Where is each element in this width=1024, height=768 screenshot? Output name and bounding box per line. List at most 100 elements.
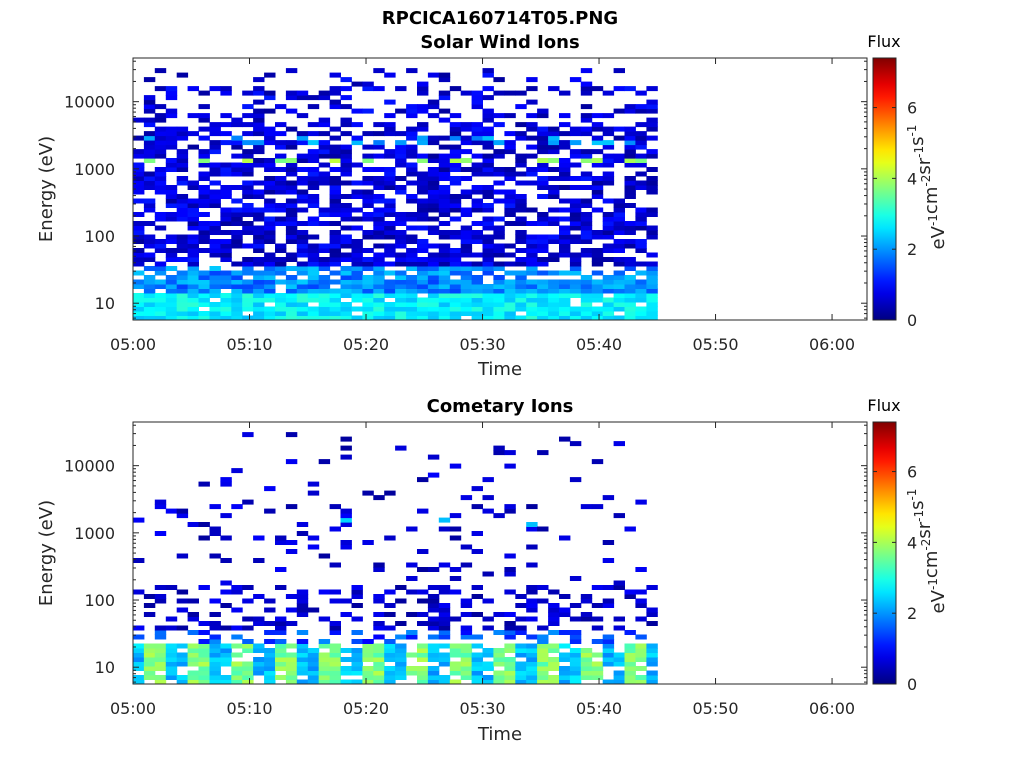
spectrogram-cell xyxy=(438,603,451,608)
spectrogram-cell xyxy=(449,198,462,204)
spectrogram-cell xyxy=(231,270,243,276)
spectrogram-cell xyxy=(351,279,363,285)
spectrogram-cell xyxy=(198,176,210,181)
spectrogram-cell xyxy=(406,131,418,137)
spectrogram-cell xyxy=(395,189,407,195)
spectrogram-cell xyxy=(602,234,615,240)
spectrogram-cell xyxy=(264,126,276,132)
spectrogram-cell xyxy=(471,239,483,244)
spectrogram-cell xyxy=(635,279,647,285)
spectrogram-cell xyxy=(384,279,396,285)
spectrogram-cell xyxy=(165,90,178,96)
spectrogram-cell xyxy=(493,445,505,451)
spectrogram-cell xyxy=(253,270,265,276)
spectrogram-cell xyxy=(176,72,189,78)
spectrogram-cell xyxy=(220,131,232,137)
spectrogram-cell xyxy=(198,158,210,163)
spectrogram-cell xyxy=(285,315,298,321)
spectrogram-cell xyxy=(220,558,232,563)
spectrogram-cell xyxy=(569,225,582,231)
spectrogram-cell xyxy=(526,252,538,258)
spectrogram-cell xyxy=(635,122,647,128)
spectrogram-cell xyxy=(373,670,385,676)
spectrogram-cell xyxy=(569,77,582,83)
spectrogram-cell xyxy=(493,140,505,146)
spectrogram-cell xyxy=(504,306,516,312)
spectrogram-cell xyxy=(515,270,527,276)
spectrogram-cell xyxy=(438,185,451,190)
spectrogram-cell xyxy=(329,306,341,312)
spectrogram-cell xyxy=(635,131,647,137)
spectrogram-cell xyxy=(537,661,549,667)
spectrogram-cell xyxy=(154,311,167,316)
spectrogram-cell xyxy=(460,234,473,240)
spectrogram-cell xyxy=(471,275,483,280)
spectrogram-cell xyxy=(580,239,593,244)
spectrogram-cell xyxy=(406,652,418,658)
spectrogram-cell xyxy=(296,311,309,316)
spectrogram-cell xyxy=(613,284,625,289)
spectrogram-cell xyxy=(373,666,385,671)
spectrogram-cell xyxy=(460,252,473,258)
spectrogram-cell xyxy=(329,234,341,240)
spectrogram-cell xyxy=(384,648,396,653)
spectrogram-cell xyxy=(318,144,331,150)
spectrogram-cell xyxy=(482,243,494,249)
spectrogram-cell xyxy=(242,131,254,137)
spectrogram-cell xyxy=(318,212,331,217)
spectrogram-cell xyxy=(646,275,658,280)
spectrogram-cell xyxy=(198,481,210,487)
spectrogram-cell xyxy=(471,643,483,649)
spectrogram-cell xyxy=(515,594,527,599)
spectrogram-cell xyxy=(548,144,560,150)
spectrogram-cell xyxy=(340,216,352,222)
spectrogram-cell xyxy=(264,180,276,186)
spectrogram-cell xyxy=(559,657,571,662)
spectrogram-cell xyxy=(482,68,494,74)
spectrogram-cell xyxy=(220,140,232,146)
spectrogram-cell xyxy=(646,108,658,114)
colorbar-tick-label: 0 xyxy=(907,311,917,330)
spectrogram-cell xyxy=(526,634,538,640)
spectrogram-cell xyxy=(340,234,352,240)
spectrogram-cell xyxy=(635,293,647,298)
spectrogram-cell xyxy=(285,252,298,258)
spectrogram-cell xyxy=(580,203,593,208)
spectrogram-cell xyxy=(318,248,331,253)
spectrogram-cell xyxy=(635,135,647,141)
spectrogram-cell xyxy=(427,598,440,604)
spectrogram-cell xyxy=(143,652,156,658)
spectrogram-cell xyxy=(417,589,429,595)
spectrogram-cell xyxy=(395,670,407,676)
spectrogram-cell xyxy=(613,279,625,285)
spectrogram-cell xyxy=(242,140,254,146)
spectrogram-cell xyxy=(176,589,189,595)
spectrogram-cell xyxy=(264,639,276,644)
spectrogram-cell xyxy=(537,176,549,181)
spectrogram-cell xyxy=(613,225,625,231)
spectrogram-cell xyxy=(569,140,582,146)
spectrogram-cell xyxy=(580,221,593,226)
spectrogram-cell xyxy=(340,302,352,307)
colorbar-label-cometary: Flux xyxy=(867,396,900,415)
spectrogram-cell xyxy=(329,203,341,208)
spectrogram-cell xyxy=(133,284,145,289)
spectrogram-cell xyxy=(438,158,451,163)
spectrogram-cell xyxy=(198,189,210,195)
spectrogram-cell xyxy=(285,284,298,289)
spectrogram-cell xyxy=(362,230,374,235)
spectrogram-cell xyxy=(449,643,462,649)
spectrogram-cell xyxy=(340,212,352,217)
spectrogram-cell xyxy=(449,297,462,303)
spectrogram-cell xyxy=(449,122,462,128)
spectrogram-cell xyxy=(165,585,178,590)
spectrogram-cell xyxy=(417,549,429,554)
spectrogram-cell xyxy=(373,657,385,662)
spectrogram-cell xyxy=(329,621,341,626)
x-tick-label: 05:20 xyxy=(343,335,389,354)
spectrogram-cell xyxy=(275,625,287,631)
spectrogram-cell xyxy=(362,279,374,285)
spectrogram-cell xyxy=(580,81,593,87)
spectrogram-cell xyxy=(362,490,374,496)
spectrogram-cell xyxy=(307,216,320,222)
